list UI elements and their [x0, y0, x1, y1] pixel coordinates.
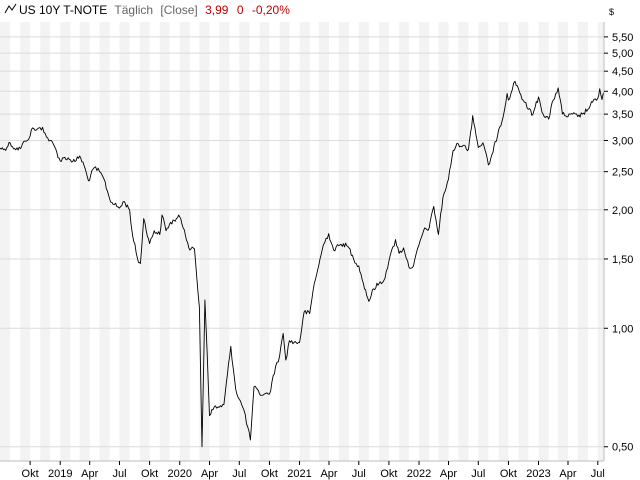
month-band [299, 22, 310, 461]
x-tick-label: Okt [141, 468, 158, 480]
x-tick-label: 2019 [48, 468, 72, 480]
x-tick-label: Okt [261, 468, 278, 480]
month-band [557, 22, 568, 461]
month-band [0, 22, 11, 461]
x-tick-label: Apr [440, 468, 457, 480]
y-tick-label: 1,00 [612, 323, 633, 335]
month-band [419, 22, 430, 461]
y-tick-label: 5,00 [612, 48, 633, 60]
x-axis: Okt 2019 Apr Jul Okt 2020 Apr Jul Okt 2021 Apr Jul O… [0, 460, 605, 480]
series-layer [0, 80, 605, 448]
month-band [179, 22, 190, 461]
instrument-name: US 10Y T-NOTE [19, 3, 107, 17]
month-band [99, 22, 110, 461]
y-tick-label: 1,50 [612, 254, 633, 266]
y-tick-label: 5,50 [612, 32, 633, 44]
month-band [40, 22, 51, 461]
y-tick-label: 0,50 [612, 442, 633, 454]
month-band [259, 22, 270, 461]
y-tick-label: 3,50 [612, 109, 633, 121]
month-band [139, 22, 150, 461]
line-chart-icon [4, 3, 17, 14]
month-band [538, 22, 549, 461]
x-tick-label: Apr [81, 468, 98, 480]
month-band [498, 22, 509, 461]
x-tick-label: Jul [112, 468, 126, 480]
series-line [0, 80, 605, 448]
y-tick-label: 2,50 [612, 167, 633, 179]
x-tick-label: Jul [471, 468, 485, 480]
y-tick-label: 3,00 [612, 135, 633, 147]
interval-label: Täglich [114, 3, 153, 17]
month-band [338, 22, 349, 461]
x-tick-label: 2023 [526, 468, 550, 480]
month-band [478, 22, 489, 461]
month-band [119, 22, 130, 461]
change-percent: -0,20% [252, 3, 290, 17]
x-tick-label: Okt [22, 468, 39, 480]
month-band [458, 22, 469, 461]
x-tick-label: Jul [232, 468, 246, 480]
month-band [597, 22, 604, 461]
price-type-label: [Close] [160, 3, 197, 17]
month-band [577, 22, 588, 461]
month-band [60, 22, 71, 461]
y-axis: 0,50 1,00 1,50 2,00 2,50 3,00 3,50 4,00 4,50 5,00… [603, 22, 633, 461]
chart-header: US 10Y T-NOTE Täglich [Close] 3,99 0 -0,… [4, 3, 614, 17]
svg-text:US 10Y T-NOTE Täglich: US 10Y T-NOTE Täglich [Close] 3,99 0 -0,… [19, 3, 290, 17]
change-value: 0 [237, 3, 244, 17]
month-band [159, 22, 170, 461]
month-band [20, 22, 31, 461]
month-bands [0, 22, 604, 461]
month-band [318, 22, 330, 461]
x-tick-label: 2020 [167, 468, 191, 480]
x-tick-label: Apr [320, 468, 337, 480]
month-band [199, 22, 210, 461]
x-tick-label: 2022 [407, 468, 431, 480]
y-tick-label: 4,00 [612, 86, 633, 98]
y-tick-label: 4,50 [612, 66, 633, 78]
x-tick-label: Jul [591, 468, 605, 480]
x-tick-label: Okt [380, 468, 397, 480]
month-band [438, 22, 449, 461]
x-tick-label: Okt [500, 468, 517, 480]
x-tick-label: Apr [559, 468, 576, 480]
month-band [279, 22, 290, 461]
currency-label: $ [609, 7, 614, 17]
x-tick-label: 2021 [287, 468, 311, 480]
month-band [518, 22, 529, 461]
month-band [219, 22, 230, 461]
month-band [399, 22, 409, 461]
month-band [379, 22, 389, 461]
x-tick-label: Apr [201, 468, 218, 480]
x-tick-label: Jul [352, 468, 366, 480]
month-band [239, 22, 250, 461]
last-price: 3,99 [205, 3, 229, 17]
month-band [358, 22, 369, 461]
y-tick-label: 2,00 [612, 205, 633, 217]
month-band [79, 22, 90, 461]
